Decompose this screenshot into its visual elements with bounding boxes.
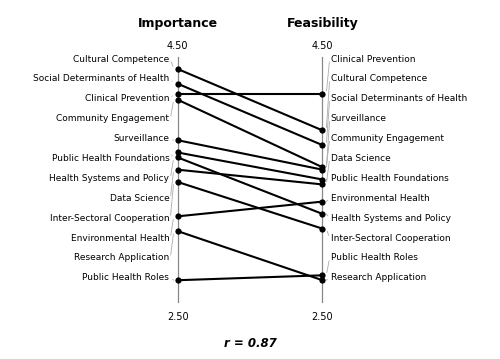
Text: Public Health Roles: Public Health Roles bbox=[330, 253, 418, 262]
Text: Social Determinants of Health: Social Determinants of Health bbox=[330, 94, 467, 103]
Text: Health Systems and Policy: Health Systems and Policy bbox=[330, 214, 450, 223]
Text: Surveillance: Surveillance bbox=[114, 134, 170, 143]
Text: Research Application: Research Application bbox=[330, 273, 426, 282]
Text: Data Science: Data Science bbox=[330, 154, 390, 163]
Text: 4.50: 4.50 bbox=[312, 41, 333, 51]
Text: 2.50: 2.50 bbox=[167, 312, 188, 322]
Text: Clinical Prevention: Clinical Prevention bbox=[85, 94, 170, 103]
Text: Community Engagement: Community Engagement bbox=[330, 134, 444, 143]
Text: Data Science: Data Science bbox=[110, 194, 170, 203]
Text: Cultural Competence: Cultural Competence bbox=[330, 75, 427, 84]
Text: Research Application: Research Application bbox=[74, 253, 170, 262]
Text: 4.50: 4.50 bbox=[167, 41, 188, 51]
Text: Surveillance: Surveillance bbox=[330, 114, 386, 123]
Text: Inter-Sectoral Cooperation: Inter-Sectoral Cooperation bbox=[330, 233, 450, 243]
Text: Feasibility: Feasibility bbox=[286, 17, 358, 30]
Text: Public Health Roles: Public Health Roles bbox=[82, 273, 170, 282]
Text: r = 0.87: r = 0.87 bbox=[224, 337, 276, 350]
Text: Importance: Importance bbox=[138, 17, 218, 30]
Text: Public Health Foundations: Public Health Foundations bbox=[330, 174, 448, 183]
Text: Health Systems and Policy: Health Systems and Policy bbox=[50, 174, 170, 183]
Text: Community Engagement: Community Engagement bbox=[56, 114, 170, 123]
Text: Cultural Competence: Cultural Competence bbox=[73, 55, 170, 64]
Text: Environmental Health: Environmental Health bbox=[330, 194, 430, 203]
Text: Environmental Health: Environmental Health bbox=[70, 233, 170, 243]
Text: Public Health Foundations: Public Health Foundations bbox=[52, 154, 170, 163]
Text: Inter-Sectoral Cooperation: Inter-Sectoral Cooperation bbox=[50, 214, 170, 223]
Text: Clinical Prevention: Clinical Prevention bbox=[330, 55, 415, 64]
Text: Social Determinants of Health: Social Determinants of Health bbox=[33, 75, 170, 84]
Text: 2.50: 2.50 bbox=[312, 312, 333, 322]
